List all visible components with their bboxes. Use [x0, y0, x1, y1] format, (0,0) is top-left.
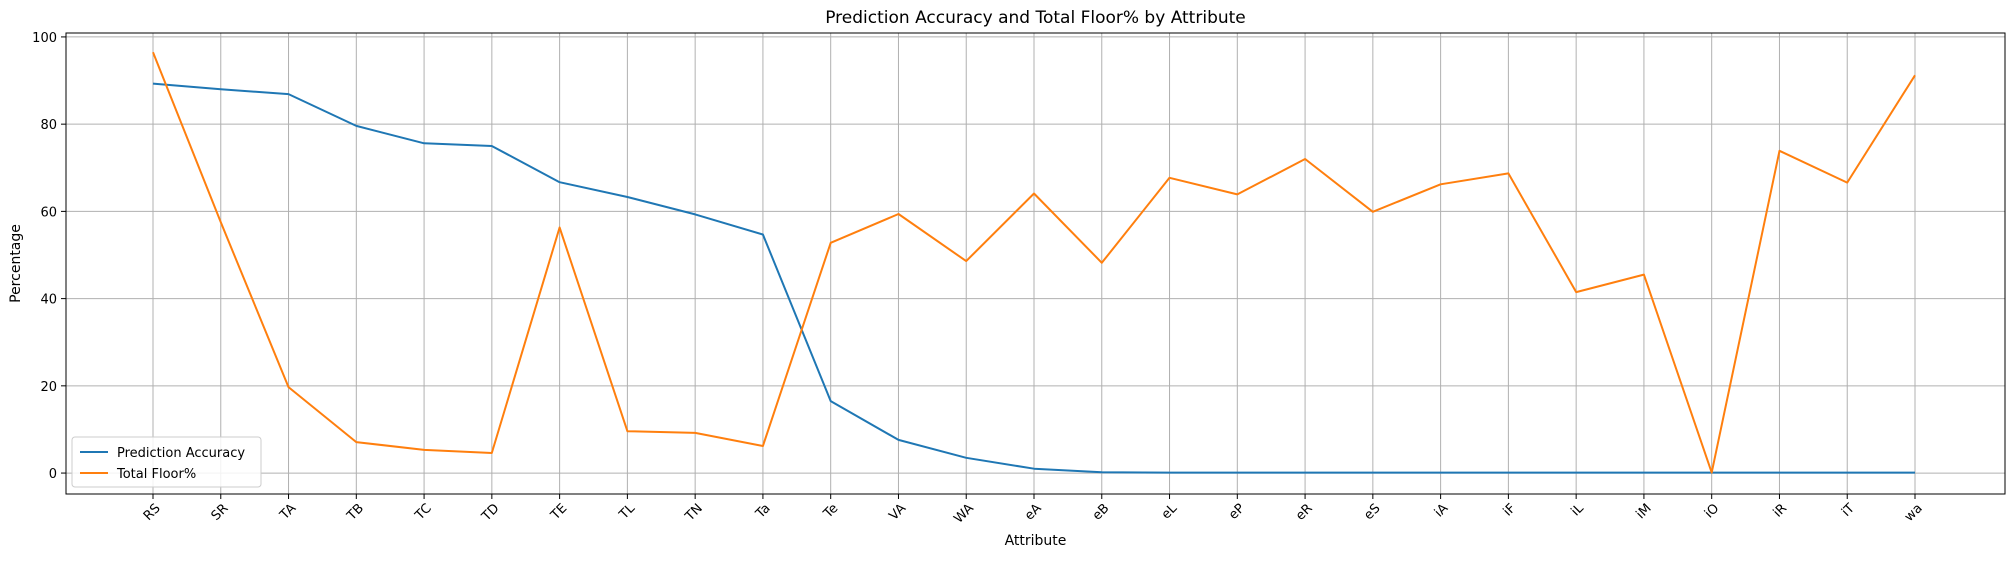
legend-box — [71, 436, 262, 488]
series-line-prediction-accuracy — [152, 82, 1915, 474]
y-tick-label: 40 — [40, 293, 57, 308]
y-tick-label: 80 — [40, 118, 57, 133]
y-axis-title: Percentage — [8, 224, 24, 303]
y-tick-label: 20 — [40, 380, 57, 395]
y-tick-label: 0 — [49, 467, 57, 482]
y-tick-label: 100 — [32, 31, 57, 46]
series-line-total-floor- — [152, 51, 1916, 474]
chart-title: Prediction Accuracy and Total Floor% by … — [825, 8, 1246, 28]
legend: Prediction Accuracy Total Floor% — [71, 436, 262, 488]
legend-label: Prediction Accuracy — [117, 446, 245, 461]
series-layer — [152, 51, 1916, 474]
plot-area-frame — [65, 32, 2006, 495]
y-tick-label: 60 — [40, 205, 57, 220]
legend-label: Total Floor% — [116, 467, 196, 482]
x-axis-title: Attribute — [1005, 533, 1067, 549]
